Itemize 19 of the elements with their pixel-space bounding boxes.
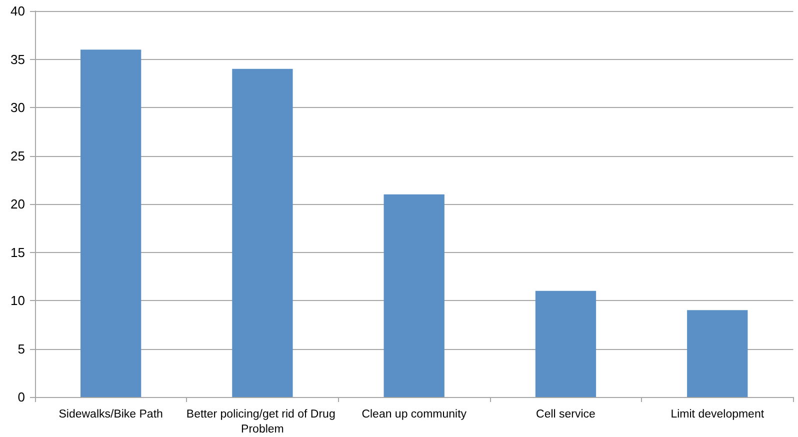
y-tick-label: 15 (10, 244, 25, 260)
x-tick-label: Limit development (670, 408, 765, 420)
y-tick-label: 40 (10, 4, 25, 18)
bar (80, 50, 142, 397)
x-tick-label: Better policing/get rid of Drug Problem (186, 408, 339, 436)
y-tick-label: 5 (18, 341, 25, 356)
bar (232, 68, 293, 397)
y-tick-label: 10 (10, 293, 25, 308)
y-tick-label: 35 (10, 52, 25, 67)
x-tick-label: Sidewalks/Bike Path (58, 408, 163, 420)
bar (687, 310, 748, 397)
bar (535, 290, 596, 397)
bar (384, 194, 444, 397)
x-tick-label: Clean up community (362, 408, 467, 420)
y-tick-label: 30 (10, 100, 25, 115)
y-tick-label: 25 (10, 148, 25, 164)
y-tick-label: 20 (10, 196, 25, 212)
x-tick-label: Cell service (536, 408, 596, 420)
y-tick-label: 0 (18, 390, 25, 404)
